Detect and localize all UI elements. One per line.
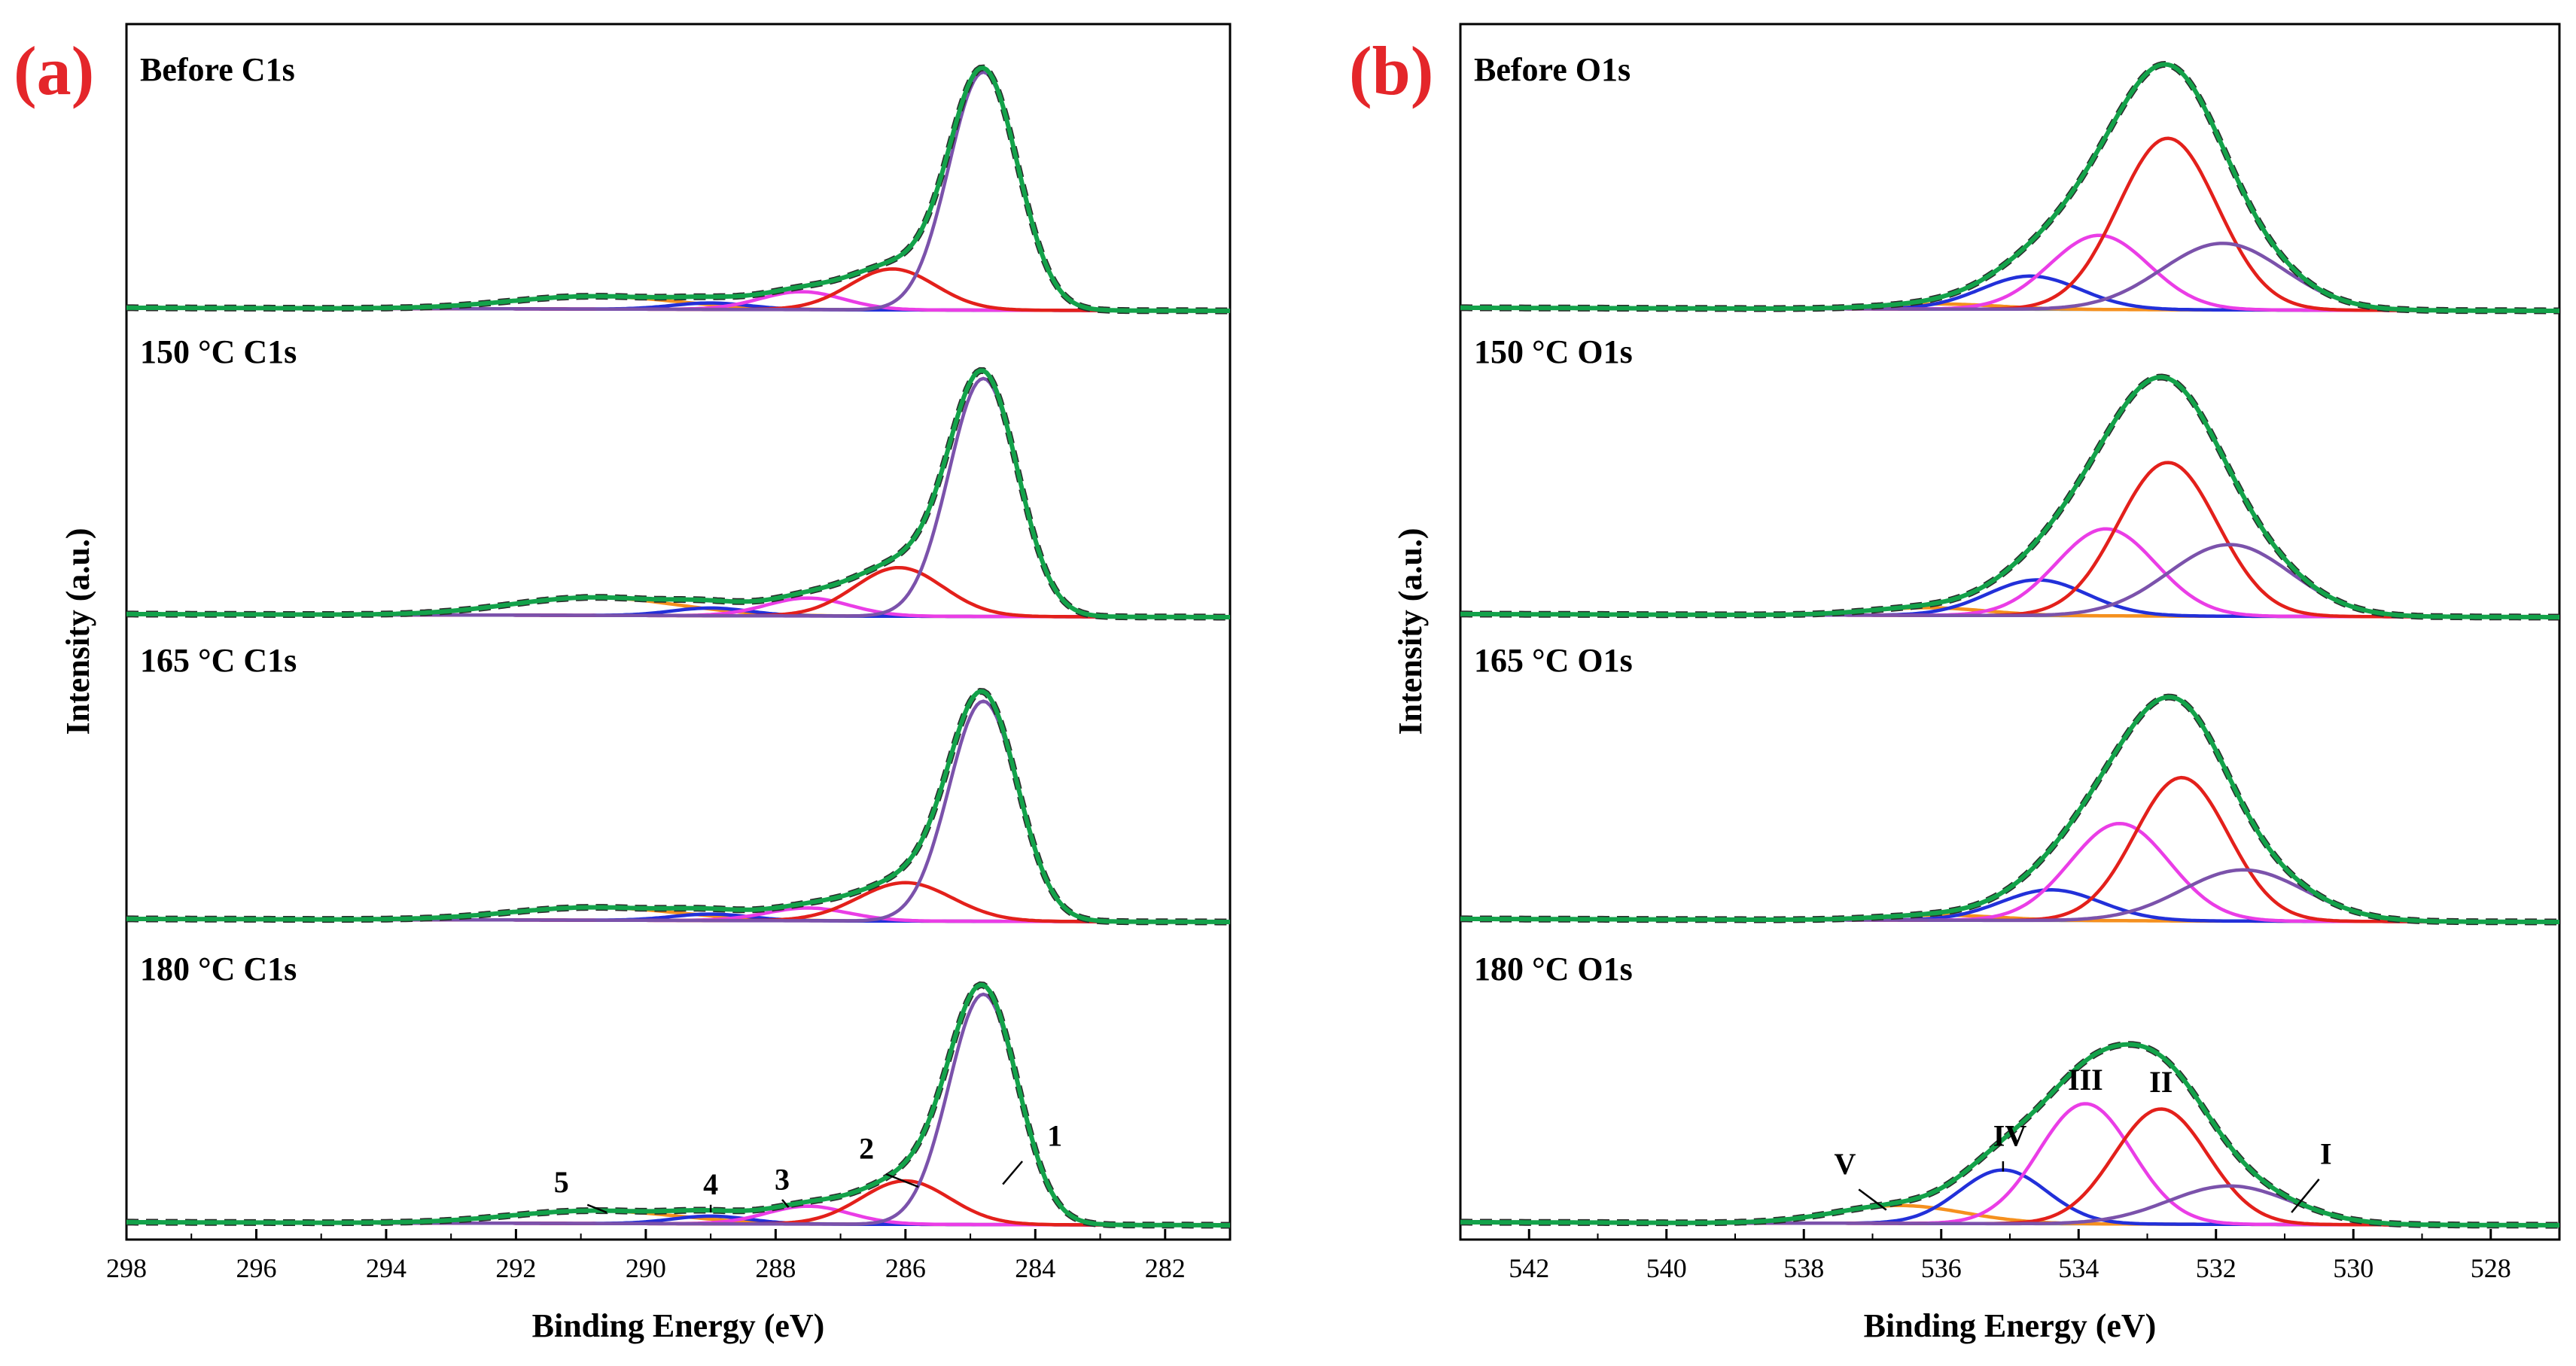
panel-b-row-1-peak-III: [1460, 233, 2559, 313]
panel-a-tick-label-0: 298: [106, 1253, 147, 1283]
panel-b-row-3-label: 165 °C O1s: [1474, 642, 1633, 679]
panel-b-annotation-leader-I: [2291, 1179, 2320, 1213]
panel-b-tick-label-3: 536: [1921, 1253, 1962, 1283]
panel-b-letter: (b): [1349, 32, 1433, 109]
panel-a-annotation-leader-3: [781, 1199, 790, 1209]
panel-a-row-4-raw-data: [126, 981, 1230, 1229]
panel-a-letter: (a): [14, 32, 94, 109]
panel-a-row-4-envelope: [126, 982, 1230, 1228]
panel-b-spectrum-3: [1460, 693, 2559, 926]
panel-a-tick-label-2: 294: [366, 1253, 406, 1283]
panel-b-row-2-envelope: [1460, 374, 2559, 619]
panel-a-spectrum-4: [126, 981, 1230, 1229]
panel-a-tick-label-6: 286: [885, 1253, 926, 1283]
panel-a-annotation-leader-2: [885, 1173, 919, 1188]
panel-a-row-2-raw-data: [126, 367, 1230, 621]
panel-b-row-3-peak-I: [1460, 868, 2559, 924]
panel-b-row-4-envelope: [1460, 1042, 2559, 1228]
panel-a-row-3-raw-data: [126, 688, 1230, 926]
panel-b-row-1-envelope: [1460, 62, 2559, 313]
panel-a-tick-label-3: 292: [495, 1253, 536, 1283]
panel-b-spectrum-2: [1460, 373, 2559, 621]
panel-b-curves: [1460, 60, 2559, 1229]
panel-a-annotation-leader-5: [586, 1203, 607, 1214]
panel-a-tick-label-7: 284: [1015, 1253, 1055, 1283]
panel-a-annotation-3: 3: [775, 1162, 790, 1196]
panel-a-row-2-envelope: [126, 368, 1230, 619]
panel-a-x-axis: 298 296 294 292 290 288 286 284 282: [106, 1229, 1231, 1283]
panel-a-row-1-envelope: [126, 65, 1230, 313]
panel-a-xlabel: Binding Energy (eV): [532, 1307, 825, 1344]
panel-a-curves: [126, 64, 1230, 1229]
panel-a-row-3-envelope: [126, 689, 1230, 924]
panel-b-spectrum-1: [1460, 60, 2559, 315]
panel-a-row-2-peak-1: [126, 376, 1230, 619]
panel-b-annotation-III: III: [2068, 1063, 2103, 1097]
panel-b-row-2-peak-II: [1460, 461, 2559, 619]
panel-a-annotation-leader-1: [1002, 1161, 1024, 1185]
panel-a-row-1-label: Before C1s: [140, 51, 295, 88]
panel-b-row-2-peak-III: [1460, 527, 2559, 619]
panel-a-row-4-label: 180 °C C1s: [140, 951, 297, 987]
panel-a-tick-label-4: 290: [626, 1253, 666, 1283]
panel-b-ylabel: Intensity (a.u.): [1392, 528, 1429, 735]
panel-a-row-1-raw-data: [126, 64, 1230, 315]
panel-b-row-2-label: 150 °C O1s: [1474, 333, 1633, 370]
panel-a-annotation-1: 1: [1047, 1119, 1062, 1153]
panel-b-tick-label-2: 538: [1783, 1253, 1824, 1283]
panel-b-tick-label-0: 542: [1509, 1253, 1549, 1283]
panel-b-annotation-leader-V: [1858, 1188, 1887, 1211]
panel-a-annotation-5: 5: [554, 1165, 569, 1199]
panel-b-row-1-label: Before O1s: [1474, 51, 1631, 88]
panel-a-spectrum-2: [126, 367, 1230, 621]
panel-b-spectrum-4: [1460, 1041, 2559, 1229]
panel-a-row-3-peak-1: [126, 699, 1230, 924]
panel-a-spectrum-1: [126, 64, 1230, 315]
panel-a-row-3-label: 165 °C C1s: [140, 642, 297, 679]
panel-b-annotation-I: I: [2320, 1136, 2332, 1170]
panel-b-row-2-peak-I: [1460, 543, 2559, 619]
panel-a-annotation-4: 4: [703, 1167, 718, 1201]
panel-b-x-axis: 542 540 538 536 534 532 530 528: [1460, 1229, 2560, 1283]
panel-b-row-2-raw-data: [1460, 373, 2559, 621]
panel-a-ylabel: Intensity (a.u.): [59, 528, 96, 735]
panel-b-row-1-peak-II: [1460, 136, 2559, 313]
panel-a-row-2-label: 150 °C C1s: [140, 333, 297, 370]
panel-a-row-4-peak-1: [126, 992, 1230, 1228]
panel-a-annotation-2: 2: [859, 1132, 874, 1166]
panel-b-xlabel: Binding Energy (eV): [1864, 1307, 2157, 1344]
panel-b-row-3-envelope: [1460, 695, 2559, 924]
panel-b-row-1-raw-data: [1460, 60, 2559, 315]
panel-b-tick-label-5: 532: [2196, 1253, 2236, 1283]
panel-a-tick-label-8: 282: [1145, 1253, 1186, 1283]
panel-b-annotation-V: V: [1835, 1147, 1856, 1181]
panel-a-tick-label-5: 288: [755, 1253, 796, 1283]
panel-b-annotation-IV: IV: [1993, 1119, 2027, 1153]
panel-b-frame: [1459, 23, 2561, 1241]
panel-b-tick-label-6: 530: [2333, 1253, 2374, 1283]
panel-a-frame: [125, 23, 1232, 1241]
panel-b-tick-label-1: 540: [1646, 1253, 1687, 1283]
panel-a-peak-annotations: 1 2 3 4 5: [554, 1119, 1062, 1214]
panel-a-tick-label-1: 296: [236, 1253, 276, 1283]
panel-b-tick-label-4: 534: [2058, 1253, 2099, 1283]
panel-b-row-4-label: 180 °C O1s: [1474, 951, 1633, 987]
panel-b-tick-label-7: 528: [2471, 1253, 2511, 1283]
panel-b-row-4-peak-IV: [1460, 1168, 2559, 1228]
panel-a-c1s: (a) Binding Energy (eV) Intensity (a.u.)…: [14, 23, 1232, 1344]
panel-b-annotation-II: II: [2149, 1065, 2173, 1099]
panel-b-row-3-peak-III: [1460, 821, 2559, 924]
panel-a-spectrum-3: [126, 688, 1230, 926]
panel-a-row-1-peak-1: [126, 70, 1230, 313]
panel-b-o1s: (b) Binding Energy (eV) Intensity (a.u.)…: [1349, 23, 2561, 1344]
